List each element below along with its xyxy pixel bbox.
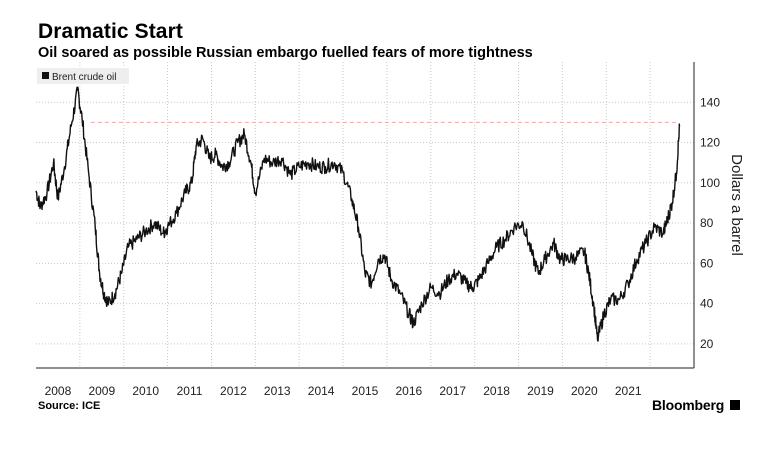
x-tick-label: 2013 [264,384,291,398]
y-tick-label: 20 [700,337,714,351]
y-tick-label: 100 [700,176,720,190]
x-tick-label: 2020 [571,384,598,398]
legend-background [37,68,129,84]
y-tick-label: 120 [700,136,720,150]
chart-subtitle: Oil soared as possible Russian embargo f… [38,45,533,61]
source-note: Source: ICE [38,400,101,412]
x-tick-label: 2019 [527,384,554,398]
x-tick-label: 2012 [220,384,247,398]
x-tick-label: 2009 [88,384,115,398]
grid-lines [36,62,694,368]
bloomberg-mark-icon [730,400,740,410]
y-tick-label: 60 [700,256,714,270]
y-tick-label: 40 [700,297,714,311]
y-axis-label: Dollars a barrel [728,154,745,256]
x-tick-label: 2008 [45,384,72,398]
bloomberg-logo: Bloomberg [652,397,725,413]
y-tick-label: 140 [700,95,720,109]
chart-title: Dramatic Start [38,20,183,43]
y-tick-label: 80 [700,216,714,230]
x-tick-label: 2016 [396,384,423,398]
x-tick-label: 2014 [308,384,335,398]
series-line-brent [35,86,681,342]
legend: Brent crude oil [37,68,129,84]
x-tick-labels: 2008 2009 2010 2011 2012 2013 2014 2015 2016 2017… [45,384,642,398]
x-tick-label: 2011 [177,384,203,398]
x-tick-label: 2015 [352,384,379,398]
legend-label: Brent crude oil [52,72,116,83]
x-tick-label: 2018 [483,384,510,398]
x-tick-label: 2017 [439,384,466,398]
x-tick-label: 2021 [615,384,642,398]
y-tick-labels: 20 40 60 80 100 120 140 [700,95,720,351]
x-tick-label: 2010 [132,384,159,398]
legend-swatch [42,72,49,79]
